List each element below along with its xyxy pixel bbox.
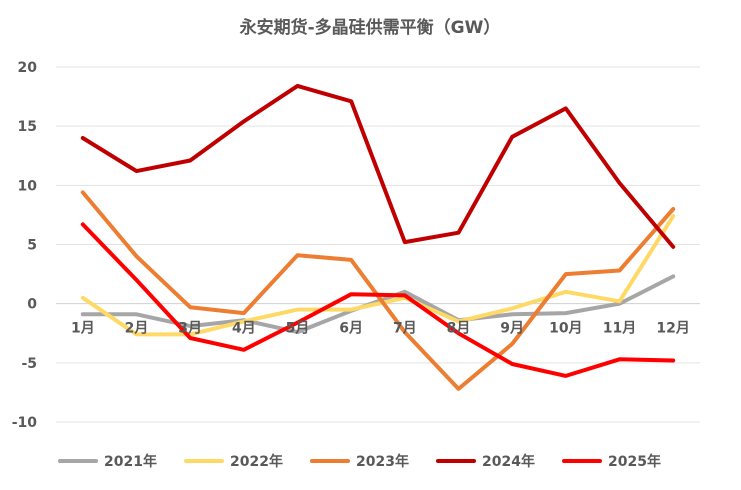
data-point-2023年	[242, 311, 246, 315]
data-point-2022年	[564, 290, 568, 294]
legend-label: 2021年	[104, 453, 157, 470]
data-point-2022年	[134, 332, 139, 337]
data-point-2025年	[671, 358, 675, 363]
data-point-2025年	[510, 362, 514, 366]
data-point-2024年	[617, 181, 622, 185]
data-point-2024年	[403, 240, 407, 244]
y-tick-label: -5	[21, 356, 37, 372]
data-point-2024年	[295, 84, 300, 88]
x-tick-label: 10月	[549, 321, 582, 337]
data-point-2024年	[349, 99, 353, 103]
data-point-2024年	[456, 231, 461, 235]
y-tick-label: 20	[18, 60, 38, 76]
data-point-2022年	[295, 307, 300, 312]
x-tick-label: 6月	[339, 321, 363, 337]
y-tick-label: -10	[12, 415, 38, 431]
data-point-2025年	[81, 222, 85, 226]
data-point-2024年	[564, 106, 568, 111]
series-line-2024年	[80, 83, 676, 249]
x-tick-label: 7月	[393, 321, 417, 337]
y-tick-label: 5	[27, 238, 37, 254]
data-point-2024年	[134, 169, 139, 173]
data-point-2021年	[81, 312, 85, 316]
data-point-2021年	[403, 290, 407, 294]
data-point-2022年	[456, 319, 461, 324]
data-point-2022年	[671, 214, 675, 218]
data-point-2021年	[510, 312, 514, 316]
data-point-2024年	[510, 135, 514, 139]
series-line-2025年	[80, 222, 676, 378]
data-point-2023年	[403, 330, 407, 334]
x-tick-label: 2月	[125, 321, 149, 337]
x-tick-label: 1月	[71, 321, 95, 337]
x-tick-label: 8月	[447, 321, 471, 337]
x-tick-label: 11月	[603, 321, 636, 337]
data-point-2021年	[134, 312, 139, 316]
data-point-2021年	[188, 324, 192, 328]
series-line-2021年	[80, 274, 676, 335]
data-point-2023年	[134, 254, 139, 258]
data-point-2023年	[81, 190, 85, 195]
x-tick-label: 3月	[178, 321, 202, 337]
data-point-2023年	[456, 387, 461, 391]
data-point-2023年	[671, 207, 675, 211]
data-point-2021年	[564, 311, 568, 315]
x-tick-label: 12月	[656, 321, 689, 337]
x-tick-label: 9月	[500, 321, 524, 337]
legend-label: 2022年	[230, 453, 283, 470]
data-point-2025年	[403, 293, 407, 297]
data-point-2022年	[242, 319, 246, 324]
data-point-2025年	[134, 278, 139, 282]
data-point-2023年	[617, 268, 622, 273]
data-point-2025年	[456, 331, 461, 335]
chart-title: 永安期货-多晶硅供需平衡（GW）	[239, 17, 501, 38]
data-point-2022年	[349, 307, 353, 312]
series-line-2022年	[80, 214, 676, 337]
data-point-2025年	[188, 336, 192, 340]
y-tick-label: 15	[18, 119, 37, 135]
data-point-2022年	[510, 306, 514, 310]
data-point-2021年	[295, 330, 300, 334]
data-point-2021年	[671, 274, 675, 279]
data-point-2023年	[188, 305, 192, 309]
data-point-2023年	[349, 258, 353, 262]
legend-label: 2023年	[356, 453, 409, 470]
data-point-2024年	[242, 119, 246, 124]
legend-label: 2024年	[482, 453, 535, 470]
data-point-2023年	[564, 272, 568, 276]
data-point-2025年	[617, 357, 622, 361]
x-tick-label: 4月	[232, 321, 256, 337]
data-point-2025年	[295, 321, 300, 325]
data-point-2024年	[81, 136, 85, 140]
data-point-2025年	[349, 292, 353, 296]
data-point-2025年	[242, 348, 246, 352]
data-point-2023年	[510, 342, 514, 346]
x-tick-label: 5月	[286, 321, 310, 337]
data-point-2024年	[188, 158, 192, 163]
series-line-2023年	[80, 190, 676, 391]
data-point-2022年	[81, 296, 85, 300]
data-point-2022年	[617, 299, 622, 303]
data-point-2024年	[671, 245, 675, 249]
y-tick-label: 0	[27, 297, 37, 313]
legend-label: 2025年	[608, 453, 661, 470]
data-point-2025年	[564, 374, 568, 378]
y-tick-label: 10	[18, 178, 38, 194]
data-point-2023年	[295, 253, 300, 257]
